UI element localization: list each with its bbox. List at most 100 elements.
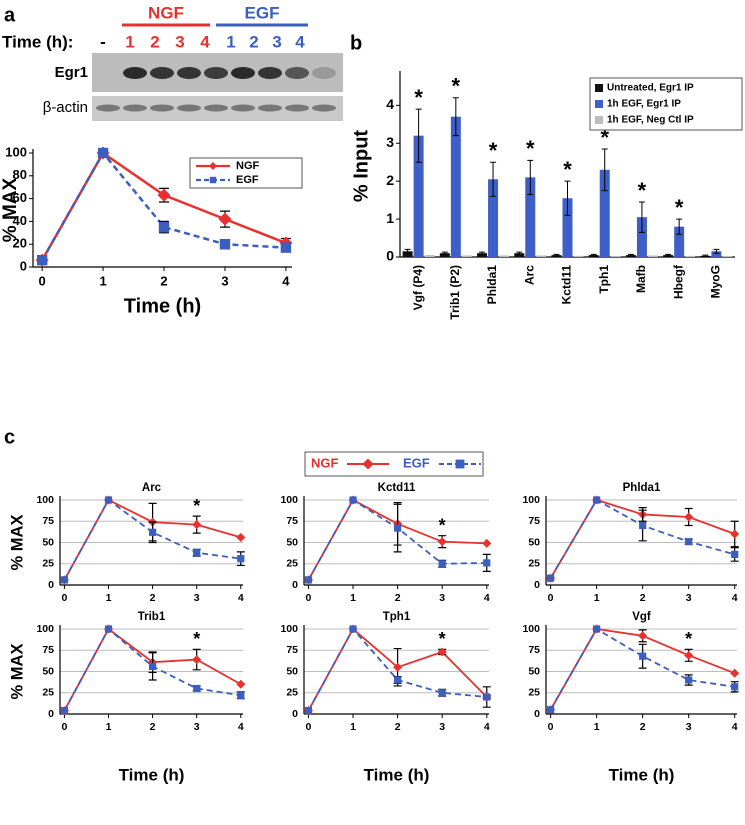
marker (192, 520, 202, 530)
error-bar (665, 253, 672, 257)
marker (483, 693, 491, 701)
y-tick-label: 0 (292, 708, 298, 720)
y-tick-label: 60 (13, 190, 27, 205)
y-tick-label: 25 (286, 687, 298, 699)
marker (149, 528, 157, 536)
marker (730, 529, 740, 539)
x-tick-label: 4 (238, 592, 244, 604)
marker (237, 555, 245, 563)
error-bar (452, 97, 459, 137)
marker (218, 212, 232, 226)
bar (477, 253, 488, 257)
x-tick-label: Trib1 (P2) (448, 265, 462, 320)
x-tick-label: 2 (395, 592, 401, 604)
legend-label: NGF (236, 160, 260, 172)
error-bar (479, 251, 486, 255)
blot-band (150, 104, 174, 112)
marker (60, 707, 69, 715)
legend-label: EGF (236, 174, 259, 186)
legend-swatch (595, 116, 603, 124)
error-bar (490, 161, 497, 197)
bar (647, 255, 658, 257)
significance: * (600, 125, 609, 150)
blot-band (231, 67, 255, 79)
blot-band (204, 67, 228, 79)
x-tick-label: 1 (594, 721, 600, 733)
y-tick-label: 50 (528, 665, 540, 677)
y-axis-label: % Input (350, 130, 372, 203)
bar (610, 255, 621, 257)
marker (158, 221, 170, 233)
x-tick-label: Vgf (P4) (411, 265, 425, 310)
x-tick-label: 4 (238, 721, 244, 733)
error-bar (527, 159, 534, 195)
marker (483, 559, 491, 567)
marker (684, 650, 694, 660)
significance: * (439, 629, 446, 649)
bar (536, 255, 547, 257)
y-tick-label: 100 (36, 494, 54, 506)
bar (461, 255, 472, 257)
blot-band (96, 104, 120, 112)
line (41, 150, 286, 261)
marker (638, 631, 648, 641)
marker (209, 176, 217, 184)
y-tick-label: 0 (534, 708, 540, 720)
x-tick-label: 4 (732, 721, 738, 733)
y-tick-label: 25 (528, 558, 540, 570)
error-bar (590, 253, 597, 257)
x-tick-label: 3 (439, 721, 445, 733)
blot-band (177, 67, 201, 79)
error-bar (564, 180, 571, 216)
y-tick-label: 25 (528, 687, 540, 699)
time-label: Time (h): (2, 32, 73, 51)
y-tick-label: 100 (522, 623, 540, 635)
x-tick-label: 0 (306, 721, 312, 733)
bar (722, 256, 733, 257)
y-tick-label: 25 (42, 558, 54, 570)
marker (593, 625, 601, 633)
y-tick-label: 0 (48, 708, 54, 720)
marker (684, 512, 694, 522)
blot-band (312, 67, 336, 79)
y-tick-label: 25 (42, 687, 54, 699)
y-tick-label: 75 (286, 644, 298, 656)
x-tick-label: 1 (99, 273, 106, 288)
y-axis-label: % MAX (0, 177, 21, 242)
chart-title: Vgf (632, 611, 651, 623)
bar (499, 255, 510, 257)
x-tick-label: 0 (61, 592, 67, 604)
line (549, 627, 735, 711)
y-tick-label: 75 (528, 515, 540, 527)
marker (236, 532, 246, 542)
y-axis-label: % MAX (8, 515, 26, 571)
chart-title: Kctd11 (378, 482, 416, 494)
marker (593, 496, 601, 504)
marker (236, 679, 246, 689)
bar (424, 255, 435, 257)
marker (104, 625, 113, 633)
marker (730, 668, 740, 678)
blot-band (123, 104, 147, 112)
y-tick-label: 75 (42, 515, 54, 527)
marker (280, 242, 292, 253)
error-bar (553, 253, 560, 257)
marker (193, 549, 201, 557)
group-label: NGF (148, 3, 184, 22)
y-tick-label: 0 (292, 579, 298, 591)
y-tick-label: 100 (36, 623, 54, 635)
y-tick-label: 25 (286, 558, 298, 570)
x-tick-label: 1 (106, 592, 112, 604)
error-bar (441, 251, 448, 255)
lane-label: 1 (125, 32, 134, 51)
y-tick-label: 100 (5, 144, 27, 159)
marker (36, 254, 48, 266)
blot-band (177, 104, 201, 112)
lane-label: 4 (200, 32, 210, 51)
marker (60, 576, 69, 584)
error-bar (415, 108, 422, 163)
marker (97, 147, 109, 159)
y-tick-label: 2 (386, 172, 394, 188)
lane-label: 4 (295, 32, 305, 51)
